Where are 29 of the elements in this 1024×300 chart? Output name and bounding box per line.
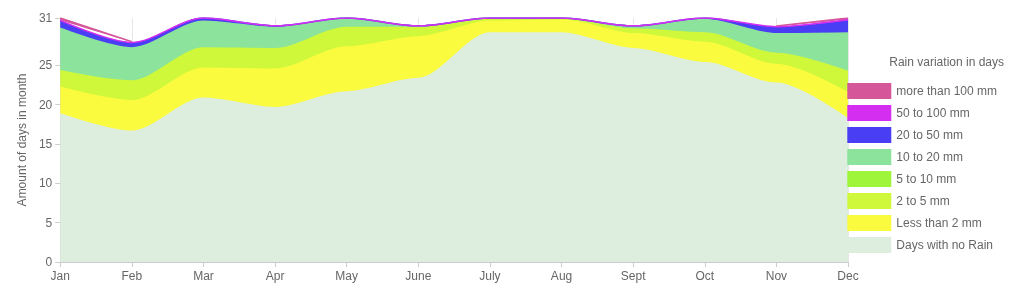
x-tick-label: July [479, 269, 501, 283]
x-tick-label: Oct [695, 269, 715, 283]
x-tick-label: Mar [193, 269, 214, 283]
x-tick-label: Feb [121, 269, 143, 283]
y-tick-label: 15 [38, 136, 53, 151]
x-tick-label: June [405, 269, 432, 283]
x-tick-label: Nov [765, 269, 788, 283]
y-tick-label: 31 [38, 11, 53, 25]
legend-label: 5 to 10 mm [896, 172, 957, 186]
series-label: more than 100 mm [896, 84, 998, 98]
series-label: 50 to 100 mm [896, 106, 970, 120]
legend-title: Rain variation in days [889, 55, 1005, 69]
series-label: Days with no Rain [896, 238, 994, 252]
x-tick-label: Jan [50, 269, 70, 283]
series-label: 20 to 50 mm [896, 128, 963, 142]
series-label: 10 to 20 mm [896, 150, 963, 164]
series-label: 2 to 5 mm [896, 194, 950, 208]
y-tick-label: 10 [38, 176, 53, 191]
x-tick-label: May [335, 269, 359, 283]
y-tick-label: 20 [38, 97, 53, 112]
x-tick-label: Sept [620, 269, 647, 283]
y-axis-title: Amount of days in month [15, 73, 29, 207]
x-tick-label: Dec [837, 269, 859, 283]
series-label: Less than 2 mm [896, 216, 982, 230]
y-tick-label: 5 [45, 215, 53, 230]
x-tick-label: Aug [550, 269, 573, 283]
x-tick-label: Apr [265, 269, 285, 283]
y-tick-label: 25 [38, 58, 53, 73]
y-tick-label: 0 [45, 255, 53, 269]
